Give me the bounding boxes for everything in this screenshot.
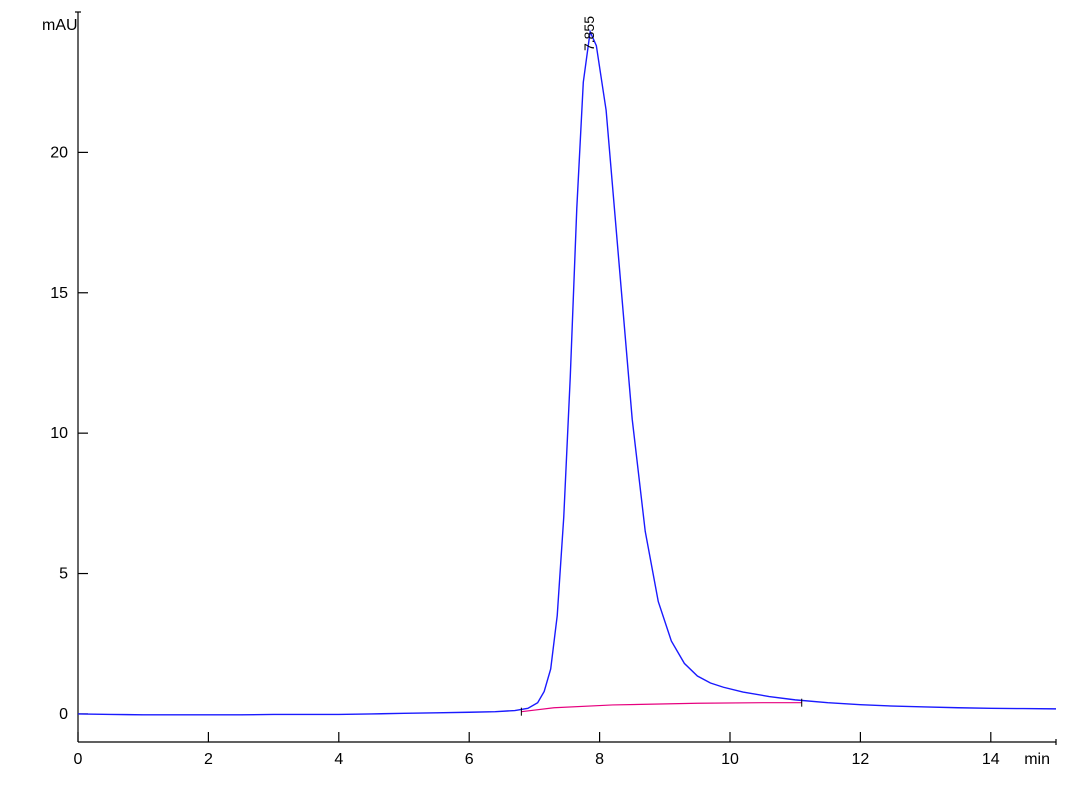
y-tick-label: 0 [59,706,68,723]
peak-label: 7.855 [581,16,597,51]
y-tick-label: 5 [59,566,68,583]
x-tick-label: 8 [595,751,604,768]
chart-svg: 0 2 4 6 8 10 12 14 min 0 5 10 15 20 mAU 7.855 [0,0,1080,792]
x-tick-label: 0 [74,751,83,768]
x-tick-label: 6 [465,751,474,768]
y-axis-title: mAU [42,17,78,34]
x-tick-label: 4 [334,751,343,768]
chromatogram-chart: 0 2 4 6 8 10 12 14 min 0 5 10 15 20 mAU 7.855 [0,0,1080,792]
y-tick-label: 20 [50,144,68,161]
x-tick-label: 14 [982,751,1000,768]
x-tick-label: 2 [204,751,213,768]
x-tick-label: 12 [852,751,870,768]
y-tick-label: 15 [50,285,68,302]
x-axis-title: min [1024,751,1050,768]
plot-background [0,0,1080,792]
y-tick-label: 10 [50,425,68,442]
x-tick-label: 10 [721,751,739,768]
peak-label-group: 7.855 [581,16,597,51]
